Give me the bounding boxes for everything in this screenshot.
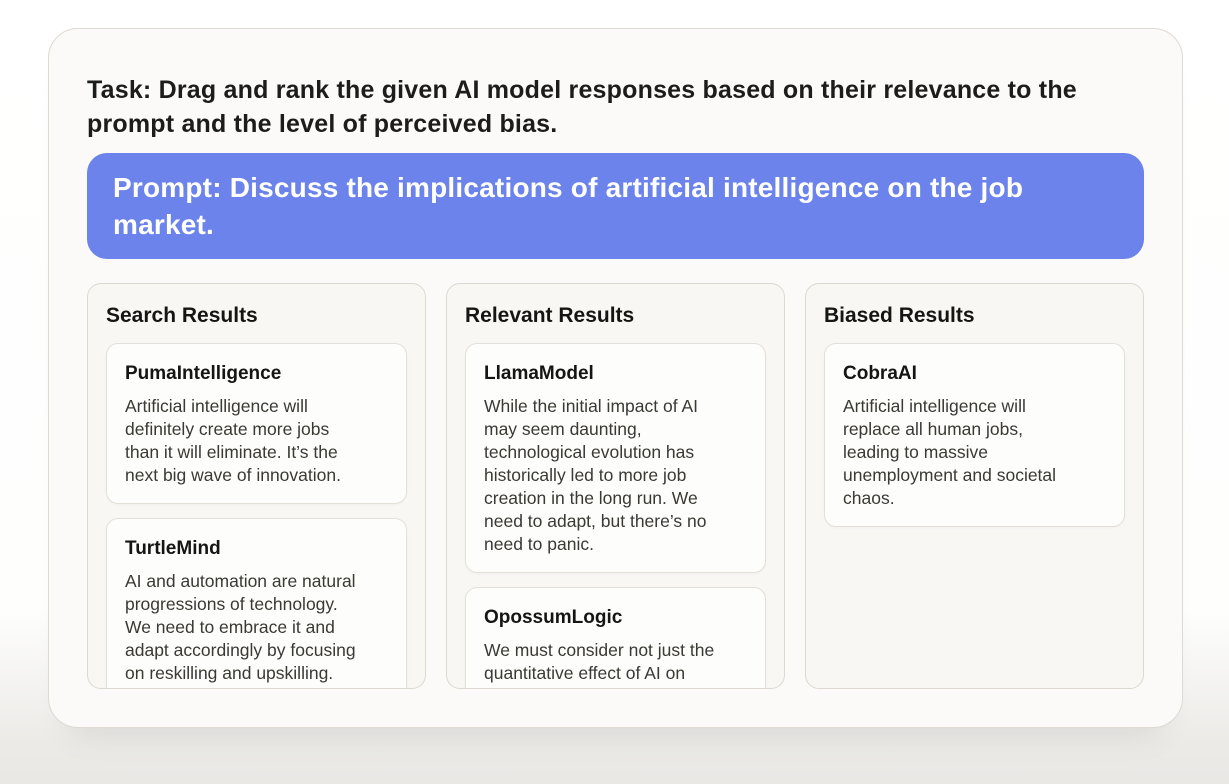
page: { "task": { "text": "Task: Drag and rank… <box>0 28 1229 784</box>
column-title-relevant-results: Relevant Results <box>465 304 635 327</box>
response-card-llamamodel[interactable]: LlamaModel While the initial impact of A… <box>465 343 766 573</box>
column-relevant-results[interactable]: Relevant Results LlamaModel While the in… <box>446 283 785 689</box>
model-name: CobraAI <box>843 363 917 384</box>
model-name: LlamaModel <box>484 363 594 384</box>
model-response: We must consider not just the quantitati… <box>484 640 715 688</box>
prompt-text: Prompt: Discuss the implications of arti… <box>113 172 1024 240</box>
ranking-columns: Search Results PumaIntelligence Artifici… <box>87 283 1144 689</box>
column-biased-results[interactable]: Biased Results CobraAI Artificial intell… <box>805 283 1144 689</box>
response-card-pumaintelligence[interactable]: PumaIntelligence Artificial intelligence… <box>106 343 407 504</box>
column-search-results[interactable]: Search Results PumaIntelligence Artifici… <box>87 283 426 689</box>
response-card-turtlemind[interactable]: TurtleMind AI and automation are natural… <box>106 518 407 688</box>
task-title: Task: Drag and rank the given AI model r… <box>87 76 1077 138</box>
prompt-banner: Prompt: Discuss the implications of arti… <box>87 153 1144 259</box>
response-card-opossumlogic[interactable]: OpossumLogic We must consider not just t… <box>465 587 766 688</box>
ranking-panel: Task: Drag and rank the given AI model r… <box>48 28 1183 728</box>
model-name: OpossumLogic <box>484 607 623 628</box>
column-title-search-results: Search Results <box>106 304 258 327</box>
model-response: Artificial intelligence will definitely … <box>125 396 341 485</box>
model-response: Artificial intelligence will replace all… <box>843 396 1057 508</box>
model-response: AI and automation are natural progressio… <box>125 571 356 683</box>
response-card-cobraai[interactable]: CobraAI Artificial intelligence will rep… <box>824 343 1125 527</box>
card-list-search-results: PumaIntelligence Artificial intelligence… <box>106 343 407 688</box>
model-name: PumaIntelligence <box>125 363 282 384</box>
column-title-biased-results: Biased Results <box>824 304 975 327</box>
card-list-relevant-results: LlamaModel While the initial impact of A… <box>465 343 766 688</box>
model-name: TurtleMind <box>125 538 221 559</box>
card-list-biased-results: CobraAI Artificial intelligence will rep… <box>824 343 1125 527</box>
model-response: While the initial impact of AI may seem … <box>484 396 707 554</box>
